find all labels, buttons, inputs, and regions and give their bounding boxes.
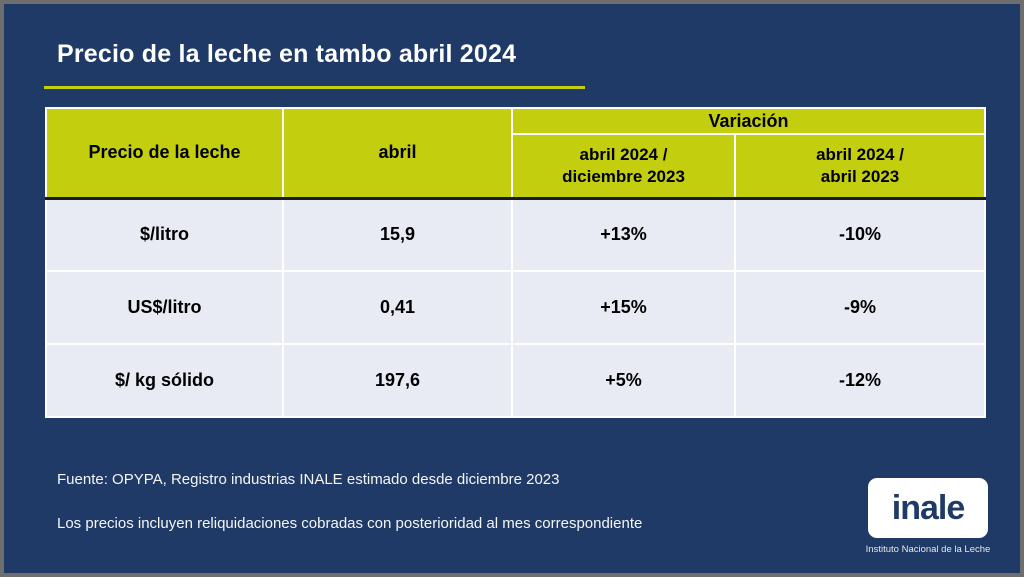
- inale-logo-caption: Instituto Nacional de la Leche: [865, 544, 991, 555]
- row-label: US$/litro: [45, 270, 284, 345]
- april-value: 15,9: [282, 197, 513, 272]
- variation-vs-apr2023-value: -10%: [733, 197, 987, 272]
- variation-vs-apr2023-value: -9%: [733, 270, 987, 345]
- methodology-footnote: Los precios incluyen reliquidaciones cob…: [57, 515, 643, 532]
- april-value: 197,6: [282, 343, 513, 418]
- title-underline: [44, 86, 585, 89]
- table-row: $/ kg sólido 197,6 +5% -12%: [45, 343, 987, 418]
- source-footnote: Fuente: OPYPA, Registro industrias INALE…: [57, 471, 560, 488]
- column-header-variation-vs-april: abril 2024 / abril 2023: [733, 133, 987, 200]
- milk-price-table: Precio de la leche abril Variación abril…: [45, 107, 987, 418]
- table-row: $/litro 15,9 +13% -10%: [45, 197, 987, 272]
- column-header-price-label: Precio de la leche: [45, 107, 284, 200]
- column-header-variation-vs-december: abril 2024 / diciembre 2023: [511, 133, 736, 200]
- inale-logo: inale: [868, 478, 988, 538]
- column-header-month: abril: [282, 107, 513, 200]
- variation-vs-dec2023-value: +15%: [511, 270, 736, 345]
- variation-vs-dec2023-value: +13%: [511, 197, 736, 272]
- april-value: 0,41: [282, 270, 513, 345]
- row-label: $/litro: [45, 197, 284, 272]
- row-label: $/ kg sólido: [45, 343, 284, 418]
- variation-vs-apr2023-value: -12%: [733, 343, 987, 418]
- inale-logo-text: inale: [891, 489, 965, 527]
- variation-vs-dec2023-value: +5%: [511, 343, 736, 418]
- table-row: US$/litro 0,41 +15% -9%: [45, 270, 987, 345]
- page-title: Precio de la leche en tambo abril 2024: [57, 40, 517, 68]
- column-group-variation: Variación: [510, 107, 987, 135]
